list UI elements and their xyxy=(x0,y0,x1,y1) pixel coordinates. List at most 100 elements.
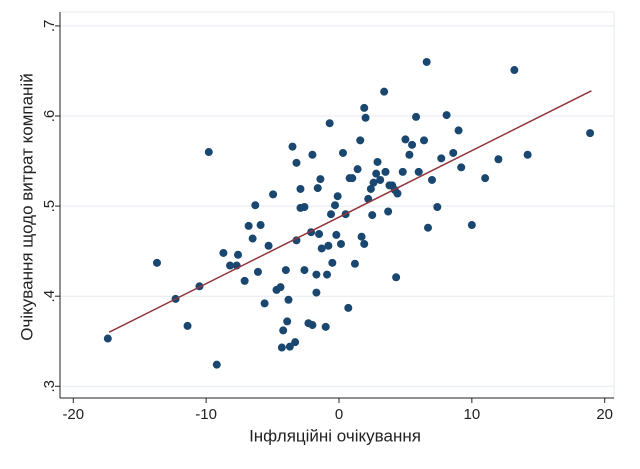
point xyxy=(392,273,401,282)
point xyxy=(332,230,341,239)
point xyxy=(328,258,337,267)
point xyxy=(292,236,301,245)
point xyxy=(414,167,423,176)
point xyxy=(226,261,235,270)
point xyxy=(420,136,429,145)
point xyxy=(401,135,410,144)
point xyxy=(281,266,290,275)
point xyxy=(373,157,382,166)
point xyxy=(312,288,321,297)
point xyxy=(348,174,357,183)
y-axis-label: Очікування щодо витрат компаній xyxy=(17,73,36,340)
point xyxy=(510,66,519,75)
point xyxy=(449,148,458,157)
point xyxy=(442,111,451,120)
point xyxy=(256,221,265,230)
point xyxy=(308,321,317,330)
point xyxy=(360,103,369,112)
y-tick-label: .6 xyxy=(41,110,58,123)
point xyxy=(219,248,228,257)
point xyxy=(331,201,340,210)
point xyxy=(317,244,326,253)
point xyxy=(279,326,288,335)
point xyxy=(369,178,378,187)
point xyxy=(288,142,297,151)
point xyxy=(253,267,262,276)
point xyxy=(300,266,309,275)
point xyxy=(361,113,370,122)
point xyxy=(481,174,490,183)
point xyxy=(283,317,292,326)
point xyxy=(381,167,390,176)
point xyxy=(321,322,330,331)
point xyxy=(248,234,257,243)
point xyxy=(323,270,332,279)
point xyxy=(308,150,317,159)
point xyxy=(424,223,433,232)
point xyxy=(291,338,300,347)
point xyxy=(353,165,362,174)
point xyxy=(427,175,436,184)
y-tick-label: .5 xyxy=(41,200,58,213)
point xyxy=(327,210,336,219)
point xyxy=(183,321,192,330)
point xyxy=(433,203,442,211)
y-tick-label: .3 xyxy=(41,380,58,393)
point xyxy=(422,57,431,66)
y-tick-label: .7 xyxy=(41,20,58,33)
point xyxy=(269,190,278,199)
point xyxy=(586,129,595,138)
point xyxy=(103,334,112,343)
point xyxy=(338,148,347,157)
point xyxy=(368,211,377,220)
point xyxy=(285,342,294,351)
point xyxy=(523,150,532,159)
point xyxy=(376,175,385,184)
point xyxy=(152,258,161,267)
point xyxy=(277,343,286,352)
point xyxy=(372,169,381,178)
point xyxy=(316,175,325,184)
point xyxy=(212,360,221,369)
point xyxy=(393,189,402,198)
point xyxy=(380,87,389,96)
point xyxy=(356,136,365,145)
point xyxy=(312,270,321,279)
point xyxy=(324,241,333,250)
x-tick-label: -20 xyxy=(62,406,84,423)
y-tick-label: .4 xyxy=(41,290,58,303)
point xyxy=(313,184,322,193)
point xyxy=(284,295,293,304)
x-axis-label: Інфляційні очікування xyxy=(249,426,421,445)
point xyxy=(384,207,393,216)
point xyxy=(437,154,446,163)
point xyxy=(454,126,463,135)
point xyxy=(398,167,407,176)
point xyxy=(405,150,414,159)
point xyxy=(264,241,273,250)
point xyxy=(357,232,366,241)
point xyxy=(494,155,503,164)
point xyxy=(240,276,249,285)
point xyxy=(204,148,213,157)
x-tick-label: 20 xyxy=(596,406,613,423)
point xyxy=(457,163,466,172)
point xyxy=(296,184,305,193)
point xyxy=(276,283,285,292)
point xyxy=(336,239,345,248)
point xyxy=(333,192,342,201)
point xyxy=(344,303,353,312)
point xyxy=(325,119,334,128)
point xyxy=(300,203,309,211)
point xyxy=(408,140,417,149)
point xyxy=(292,158,301,167)
point xyxy=(360,239,369,248)
point xyxy=(366,184,375,193)
x-tick-label: 10 xyxy=(464,406,481,423)
fit-line xyxy=(108,90,592,333)
point xyxy=(315,230,324,239)
x-tick-label: 0 xyxy=(335,406,343,423)
point xyxy=(234,250,243,259)
